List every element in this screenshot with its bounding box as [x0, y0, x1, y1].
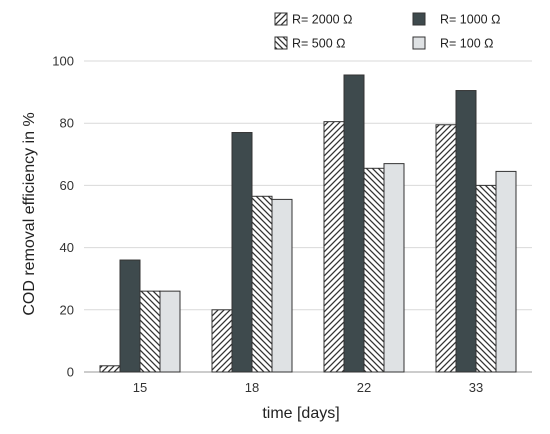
legend-swatch	[274, 36, 288, 50]
legend-label: R= 2000 Ω	[292, 13, 352, 27]
bar	[475, 184, 497, 373]
bar	[455, 90, 477, 373]
x-axis-title: time [days]	[262, 405, 339, 422]
bar	[99, 365, 121, 373]
legend-label: R= 500 Ω	[292, 37, 345, 51]
y-tick-label: 40	[60, 240, 74, 255]
y-tick-label: 80	[60, 116, 74, 131]
bar	[211, 309, 233, 373]
y-tick-label: 20	[60, 302, 74, 317]
axes: time [days] COD removal efficiency in % …	[21, 54, 483, 423]
bar	[251, 195, 273, 373]
bar	[383, 163, 405, 373]
legend-swatch	[274, 12, 288, 26]
y-tick-label: 0	[67, 365, 74, 380]
bar	[139, 290, 161, 373]
bar	[323, 121, 345, 373]
bar	[343, 74, 365, 373]
x-tick-label: 33	[469, 380, 483, 395]
legend-label: R= 100 Ω	[440, 37, 493, 51]
bar	[119, 259, 141, 373]
bar	[271, 198, 293, 373]
y-axis-title: COD removal efficiency in %	[21, 112, 38, 315]
bar	[159, 290, 181, 373]
y-tick-label: 100	[52, 54, 74, 69]
bar	[363, 167, 385, 373]
x-tick-label: 18	[245, 380, 259, 395]
legend-label: R= 1000 Ω	[440, 13, 500, 27]
legend-swatch	[412, 12, 426, 26]
bars	[99, 74, 517, 373]
bar	[231, 132, 253, 373]
x-tick-label: 15	[133, 380, 147, 395]
bar	[495, 170, 517, 373]
bar	[435, 124, 457, 373]
legend: R= 2000 Ω R= 1000 Ω R= 500 Ω R= 100 Ω	[274, 12, 500, 51]
y-tick-label: 60	[60, 178, 74, 193]
legend-swatch	[412, 36, 426, 50]
x-tick-label: 22	[357, 380, 371, 395]
